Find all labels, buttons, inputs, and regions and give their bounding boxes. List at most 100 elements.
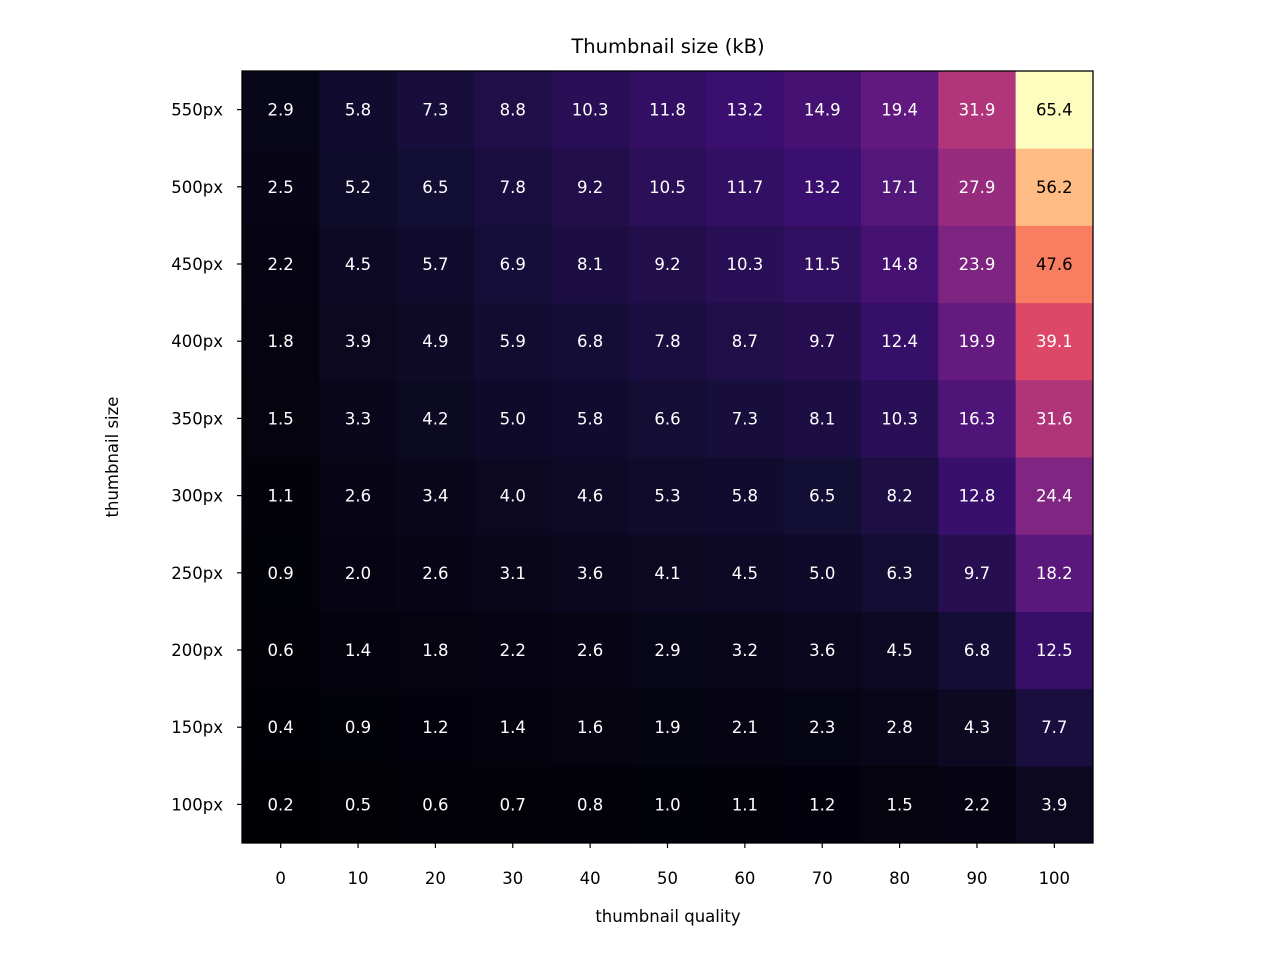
cell-value-label: 5.3 bbox=[654, 487, 680, 506]
cell-value-label: 1.1 bbox=[268, 487, 294, 506]
x-tick-label: 60 bbox=[734, 869, 755, 888]
cell-value-label: 31.6 bbox=[1036, 409, 1073, 428]
cell-value-label: 8.1 bbox=[577, 255, 603, 274]
x-tick-label: 90 bbox=[966, 869, 987, 888]
heatmap-cell bbox=[319, 611, 398, 690]
cell-value-label: 6.5 bbox=[809, 487, 835, 506]
x-tick-label: 50 bbox=[657, 869, 678, 888]
cell-value-label: 18.2 bbox=[1036, 564, 1073, 583]
cell-value-label: 5.8 bbox=[577, 409, 603, 428]
cell-value-label: 1.0 bbox=[654, 795, 680, 814]
heatmap-cell bbox=[319, 534, 398, 612]
heatmap-cell bbox=[396, 688, 475, 767]
cell-value-label: 1.5 bbox=[886, 795, 912, 814]
heatmap-cell bbox=[551, 225, 630, 304]
cell-value-label: 9.7 bbox=[964, 564, 990, 583]
cell-value-label: 5.2 bbox=[345, 178, 371, 197]
cell-value-label: 2.8 bbox=[886, 718, 912, 737]
heatmap-cell bbox=[1015, 71, 1094, 149]
cell-value-label: 2.6 bbox=[422, 564, 448, 583]
cell-annotations: 0.2 0.5 0.6 0.7 0.8 1.0 1.1 1.2 1.5 2.2 3.9 0.4 0.9 1… bbox=[268, 101, 1073, 815]
cell-value-label: 9.7 bbox=[809, 332, 835, 351]
heatmap-cell bbox=[783, 225, 862, 304]
heatmap-cell bbox=[938, 688, 1017, 767]
cell-value-label: 1.8 bbox=[422, 641, 448, 660]
heatmap-cell bbox=[396, 225, 475, 304]
heatmap-cell bbox=[628, 148, 707, 226]
cell-value-label: 24.4 bbox=[1036, 487, 1073, 506]
heatmap-cell bbox=[628, 457, 707, 535]
cell-value-label: 3.6 bbox=[809, 641, 835, 660]
x-tick-label: 40 bbox=[580, 869, 601, 888]
cell-value-label: 8.2 bbox=[886, 487, 912, 506]
x-tick-label: 70 bbox=[812, 869, 833, 888]
heatmap-cell bbox=[551, 302, 630, 381]
heatmap-cell bbox=[706, 71, 785, 149]
x-tick-label: 30 bbox=[502, 869, 523, 888]
cell-value-label: 1.5 bbox=[268, 409, 294, 428]
x-tick-label: 100 bbox=[1039, 869, 1071, 888]
heatmap-cell bbox=[474, 71, 552, 149]
heatmap-cell bbox=[242, 688, 320, 767]
cell-value-label: 3.4 bbox=[422, 487, 448, 506]
cell-value-label: 11.8 bbox=[649, 101, 686, 120]
heatmap-cell bbox=[706, 688, 785, 767]
cell-value-label: 8.8 bbox=[500, 101, 526, 120]
heatmap-cell bbox=[706, 611, 785, 690]
cell-value-label: 23.9 bbox=[959, 255, 996, 274]
heatmap-cell bbox=[396, 148, 475, 226]
y-tick-label: 500px bbox=[171, 178, 223, 197]
heatmap-cell bbox=[242, 611, 320, 690]
heatmap-cell bbox=[242, 379, 320, 458]
heatmap-cell bbox=[628, 71, 707, 149]
heatmap-cell bbox=[319, 302, 398, 381]
cell-value-label: 7.8 bbox=[654, 332, 680, 351]
cell-value-label: 5.7 bbox=[422, 255, 448, 274]
heatmap-cell bbox=[860, 148, 939, 226]
cell-value-label: 6.8 bbox=[964, 641, 990, 660]
heatmap-cell bbox=[860, 302, 939, 381]
heatmap-cell bbox=[474, 688, 552, 767]
cell-value-label: 8.7 bbox=[732, 332, 758, 351]
cell-value-label: 2.2 bbox=[500, 641, 526, 660]
y-axis-label: thumbnail size bbox=[103, 397, 122, 518]
heatmap-cell bbox=[938, 457, 1017, 535]
cell-value-label: 0.2 bbox=[268, 795, 294, 814]
heatmap-cell bbox=[706, 457, 785, 535]
heatmap-cell bbox=[396, 71, 475, 149]
cell-value-label: 2.2 bbox=[268, 255, 294, 274]
y-tick-label: 100px bbox=[171, 795, 223, 814]
cell-value-label: 4.0 bbox=[500, 487, 526, 506]
cell-value-label: 5.9 bbox=[500, 332, 526, 351]
heatmap-cell bbox=[706, 765, 785, 844]
cell-value-label: 0.7 bbox=[500, 795, 526, 814]
heatmap-cell bbox=[628, 379, 707, 458]
cell-value-label: 1.1 bbox=[732, 795, 758, 814]
cell-value-label: 5.8 bbox=[732, 487, 758, 506]
heatmap-cell bbox=[474, 765, 552, 844]
heatmap-cell bbox=[396, 765, 475, 844]
cell-value-label: 2.0 bbox=[345, 564, 371, 583]
cell-value-label: 6.6 bbox=[654, 409, 680, 428]
y-tick-label: 300px bbox=[171, 487, 223, 506]
heatmap-cell bbox=[474, 225, 552, 304]
cell-value-label: 13.2 bbox=[726, 101, 763, 120]
heatmap-cell bbox=[860, 71, 939, 149]
cell-value-label: 12.8 bbox=[959, 487, 996, 506]
cell-value-label: 1.4 bbox=[500, 718, 526, 737]
heatmap-cell bbox=[1015, 148, 1094, 226]
cell-value-label: 11.7 bbox=[726, 178, 763, 197]
heatmap-cell bbox=[1015, 765, 1094, 844]
cell-value-label: 6.5 bbox=[422, 178, 448, 197]
cell-value-label: 3.2 bbox=[732, 641, 758, 660]
heatmap-cell bbox=[396, 611, 475, 690]
heatmap-cell bbox=[1015, 302, 1094, 381]
cell-value-label: 0.9 bbox=[268, 564, 294, 583]
cell-value-label: 2.3 bbox=[809, 718, 835, 737]
heatmap-cell bbox=[628, 225, 707, 304]
cell-value-label: 4.3 bbox=[964, 718, 990, 737]
heatmap-cell bbox=[938, 611, 1017, 690]
cell-value-label: 56.2 bbox=[1036, 178, 1073, 197]
cell-value-label: 11.5 bbox=[804, 255, 841, 274]
x-axis-label: thumbnail quality bbox=[595, 907, 741, 926]
